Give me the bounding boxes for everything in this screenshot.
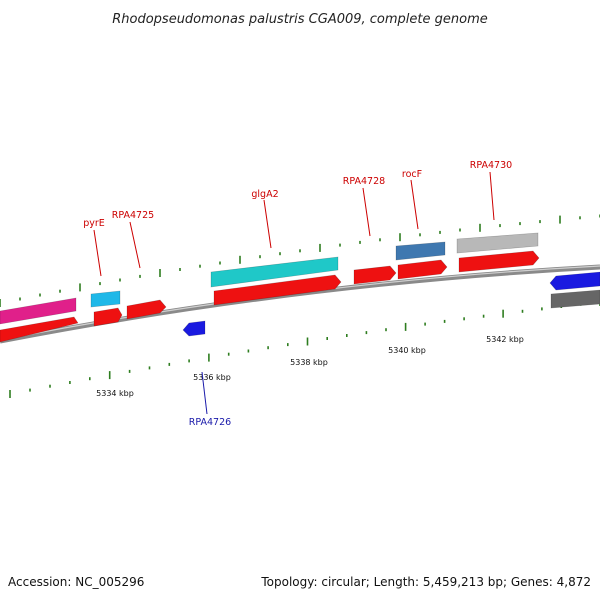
cds-glgA2[interactable] <box>213 274 342 306</box>
cds-right-blue[interactable] <box>549 271 600 291</box>
gene-label-rocF[interactable]: rocF <box>402 169 422 180</box>
gene-label-glgA2[interactable]: glgA2 <box>251 189 278 200</box>
genome-backbone <box>0 264 600 344</box>
gene-labels: pyrE RPA4725 RPA4726 glgA2 RPA4728 rocF … <box>83 160 512 428</box>
leader-glgA2 <box>263 199 272 249</box>
cds-left[interactable] <box>0 316 79 343</box>
cds-RPA4728[interactable] <box>353 265 397 285</box>
scale-label-5338: 5338 kbp <box>290 358 328 367</box>
gene-features <box>0 232 600 343</box>
map-title: Rhodopseudomonas palustris CGA009, compl… <box>112 12 488 27</box>
cds-pyrE[interactable] <box>93 307 123 327</box>
scale-ticks-inner <box>9 298 600 398</box>
scale-label-5336: 5336 kbp <box>193 373 231 382</box>
accession-text: Accession: NC_005296 <box>8 575 144 589</box>
feature-right-gray[interactable] <box>550 289 600 309</box>
feature-pyrE[interactable] <box>90 290 121 308</box>
leader-rocF <box>410 179 419 230</box>
feature-magenta-left[interactable] <box>0 297 77 325</box>
scale-labels: 5334 kbp 5336 kbp 5338 kbp 5340 kbp 5342… <box>96 335 524 398</box>
scale-label-5340: 5340 kbp <box>388 346 426 355</box>
gene-label-pyrE[interactable]: pyrE <box>83 218 105 229</box>
cds-rocF[interactable] <box>397 259 448 280</box>
leader-RPA4726 <box>201 371 208 415</box>
scale-label-5342: 5342 kbp <box>486 335 524 344</box>
scale-ticks-outer <box>0 214 600 307</box>
cds-RPA4730[interactable] <box>458 250 540 273</box>
cds-RPA4725[interactable] <box>126 299 167 320</box>
genome-summary-text: Topology: circular; Length: 5,459,213 bp… <box>260 575 591 589</box>
feature-RPA4730[interactable] <box>456 232 539 254</box>
feature-glgA2[interactable] <box>210 256 339 288</box>
leader-RPA4728 <box>362 187 371 237</box>
gene-label-RPA4725[interactable]: RPA4725 <box>112 210 154 221</box>
gene-label-RPA4730[interactable]: RPA4730 <box>470 160 512 171</box>
leader-RPA4725 <box>129 221 141 269</box>
leader-pyrE <box>93 229 102 277</box>
leader-RPA4730 <box>489 171 495 221</box>
gene-label-RPA4726[interactable]: RPA4726 <box>189 417 231 428</box>
feature-rocF[interactable] <box>395 241 446 261</box>
gene-label-RPA4728[interactable]: RPA4728 <box>343 176 385 187</box>
scale-label-5334: 5334 kbp <box>96 389 134 398</box>
label-leaders <box>93 171 495 415</box>
cds-RPA4726[interactable] <box>182 320 206 337</box>
